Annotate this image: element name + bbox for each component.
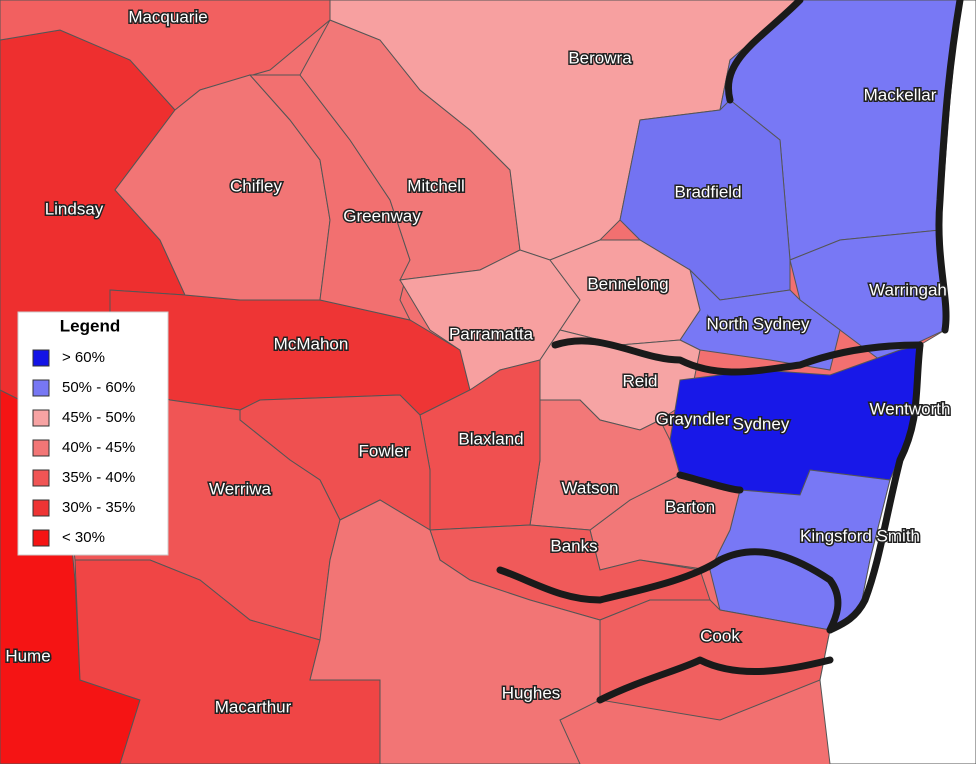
coast-north: [725, 0, 964, 334]
electorate-label: Blaxland: [458, 429, 523, 448]
electorate-label: Banks: [550, 536, 597, 555]
electorate-label: Watson: [561, 478, 618, 497]
legend-label: 30% - 35%: [62, 499, 135, 516]
legend-label: 45% - 50%: [62, 409, 135, 426]
electorate-label: McMahon: [274, 334, 349, 353]
electorate-label: Mitchell: [407, 176, 465, 195]
legend-swatch: [32, 349, 50, 367]
electorate-label: Berowra: [568, 48, 632, 67]
legend-title: Legend: [60, 316, 120, 335]
electorate-label: Sydney: [733, 414, 790, 433]
coast-hacking: [596, 656, 834, 704]
electorate-label: Cook: [700, 626, 740, 645]
legend: Legend > 60% 50% - 60% 45% - 50% 40% - 45% 3…: [17, 311, 169, 556]
coast-botany: [676, 471, 842, 634]
coastline: [496, 0, 964, 704]
legend-label: > 60%: [62, 349, 105, 366]
legend-label: 50% - 60%: [62, 379, 135, 396]
electorate-label: Kingsford Smith: [800, 526, 920, 545]
legend-swatch: [32, 379, 50, 397]
legend-swatch: [32, 439, 50, 457]
region-hughes: [309, 499, 601, 764]
legend-label: < 30%: [62, 529, 105, 546]
electorate-label: Macquarie: [128, 7, 207, 26]
coast-harbour: [551, 337, 924, 376]
electorate-label: Lindsay: [45, 199, 104, 218]
coast-east: [826, 341, 924, 634]
electorate-label: Werriwa: [209, 479, 272, 498]
electorate-label: Greenway: [343, 206, 421, 225]
electorate-label: Reid: [623, 371, 658, 390]
electorate-label: Bennelong: [587, 274, 668, 293]
electorate-label: Chifley: [230, 176, 282, 195]
electorate-label: Mackellar: [864, 85, 937, 104]
legend-label: 35% - 40%: [62, 469, 135, 486]
electorate-label: Parramatta: [449, 324, 534, 343]
electorate-label: Barton: [665, 497, 715, 516]
coast-georges: [496, 556, 724, 604]
electorate-label: Grayndler: [656, 409, 731, 428]
legend-swatch: [32, 469, 50, 487]
legend-swatch: [32, 499, 50, 517]
electorate-label: Wentworth: [870, 399, 951, 418]
legend-swatch: [32, 409, 50, 427]
legend-label: 40% - 45%: [62, 439, 135, 456]
labels: Macquarie Berowra Mackellar Chifley Mitc…: [4, 6, 952, 718]
electorate-label: Macarthur: [215, 697, 292, 716]
electorate-label: Fowler: [358, 441, 409, 460]
electorate-label: Warringah: [869, 280, 947, 299]
legend-swatch: [32, 529, 50, 547]
electorate-label: Bradfield: [674, 182, 741, 201]
region-bennelong: [549, 239, 701, 346]
electorate-label: Hume: [5, 646, 50, 665]
electorate-label: Hughes: [502, 683, 561, 702]
electorate-label: North Sydney: [707, 314, 810, 333]
